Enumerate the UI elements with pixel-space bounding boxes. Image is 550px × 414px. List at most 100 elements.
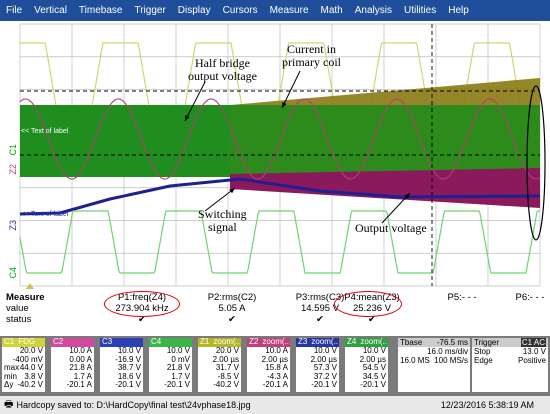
param-name: P6:- - - (515, 292, 545, 303)
status-text: Hardcopy saved to: D:\HardCopy\final tes… (16, 400, 251, 410)
menu-display[interactable]: Display (177, 5, 211, 16)
channel-tag: zoom(.. (360, 338, 388, 347)
channel-panels: Tbase -76.5 ms 16.0 ms/div 16.0 MS 100 M… (0, 336, 550, 396)
channel-value: 57.3 V (313, 363, 337, 373)
menu-trigger[interactable]: Trigger (134, 5, 166, 16)
arrow-switching-head (229, 188, 235, 194)
channel-panel-z1[interactable]: Z1 zoom(.. 20.0 V 2.00 µs 31.7 V -8.5 V -40.2 … (198, 338, 241, 392)
channel-value: -40.2 V (17, 380, 43, 390)
timebase-panel[interactable]: Tbase -76.5 ms 16.0 ms/div 16.0 MS 100 M… (398, 338, 470, 392)
annotation-output-voltage: Output voltage (355, 221, 427, 235)
param-check: ✔ (316, 314, 324, 325)
trace-green-overlay (230, 105, 540, 177)
channel-value: 10.0 A (69, 346, 92, 355)
channel-value: 18.6 V (117, 371, 141, 381)
trigger-title: Trigger (474, 338, 500, 347)
arrow-half-bridge-head (185, 115, 190, 121)
channel-value: 44.0 V (19, 363, 43, 373)
channel-value: 20.0 V (215, 346, 239, 355)
channel-value: 34.5 V (362, 371, 386, 381)
menu-cursors[interactable]: Cursors (222, 5, 258, 16)
menu-utilities[interactable]: Utilities (403, 5, 437, 16)
channel-value: -16.9 V (115, 354, 141, 364)
param-value: 5.05 A (218, 303, 246, 314)
measure-param-5[interactable]: P5:- - - (412, 292, 512, 325)
menu-analysis[interactable]: Analysis (354, 5, 392, 16)
trigger-type: Edge (474, 356, 493, 365)
channel-value: 2.00 µs (212, 354, 239, 364)
menu-measure[interactable]: Measure (269, 5, 309, 16)
annotation-switching: Switching signal (198, 207, 247, 234)
highlight-ellipse (526, 85, 546, 241)
channel-value: 10.0 V (117, 346, 141, 355)
channel-value: 31.7 V (215, 363, 239, 373)
trigger-mode: Stop (474, 347, 491, 356)
channel-panel-c2[interactable]: C2 10.0 A 0.00 A 21.8 A 1.7 A -20.1 A (51, 338, 94, 392)
trigger-panel[interactable]: Trigger C1 AC Stop 13.0 V Edge Positive (472, 338, 548, 392)
channel-value: -4.3 A (267, 371, 288, 381)
channel-value: 0.00 A (69, 354, 92, 364)
menu-file[interactable]: File (6, 5, 23, 16)
arrow-half-bridge (184, 81, 206, 122)
measure-param-2[interactable]: P2:rms(C2) 5.05 A ✔ (182, 292, 282, 325)
channel-value: 15.8 A (265, 363, 288, 373)
arrow-switching (204, 187, 236, 212)
channel-value: 10.0 V (313, 346, 337, 355)
channel-name: Z3 (298, 338, 308, 347)
channel-panel-z4[interactable]: Z4 zoom(.. 10.0 V 2.00 µs 54.5 V 34.5 V -20.1 … (345, 338, 388, 392)
marker-c1: C1 (8, 144, 18, 156)
scope-display[interactable]: Half bridge output voltage Current in pr… (0, 21, 550, 290)
highlight-p1 (104, 291, 180, 317)
measure-param-3[interactable]: P3:rms(C3) 14.595 V ✔ (270, 292, 370, 325)
param-name: P3:rms(C3) (295, 292, 345, 303)
arrow-current (281, 70, 301, 109)
param-check: ✔ (228, 314, 236, 325)
channel-panel-c3[interactable]: C3 10.0 V -16.9 V 38.7 V 18.6 V -20.1 V (100, 338, 143, 392)
arrow-output (381, 192, 411, 224)
trigger-slope: Positive (517, 356, 546, 365)
channel-value: 3.8 V (24, 371, 43, 381)
channel-value: -20.1 V (360, 380, 386, 390)
trigger-level: 13.0 V (522, 347, 546, 356)
row-label: min (4, 371, 17, 381)
channel-name: Z1 (200, 338, 210, 347)
channel-value: -8.5 V (217, 371, 239, 381)
trigger-marker (26, 283, 34, 289)
channel-panel-z2[interactable]: Z2 zoom(.. 10.0 A 2.00 µs 15.8 A -4.3 A -20.1 … (247, 338, 290, 392)
channel-value: 2.00 µs (359, 354, 386, 364)
channel-value: 10.0 V (362, 346, 386, 355)
channel-value: 1.7 V (171, 371, 190, 381)
channel-name: C1 (4, 338, 15, 347)
channel-value: 38.7 V (117, 363, 141, 373)
menu-vertical[interactable]: Vertical (34, 5, 67, 16)
highlight-p4 (334, 291, 402, 317)
param-value (480, 303, 550, 314)
tbase-rate1: 16.0 ms/div (427, 347, 468, 356)
trace-output-voltage (19, 177, 541, 216)
tbase-rate2: 16.0 MS (400, 356, 430, 365)
marker-c4: C4 (8, 267, 18, 279)
marker-z2: Z2 (8, 164, 18, 175)
channel-name: Z4 (347, 338, 357, 347)
trace-magenta-band (230, 168, 540, 208)
menu-math[interactable]: Math (320, 5, 343, 16)
menu-timebase[interactable]: Timebase (78, 5, 123, 16)
tbase-title: Tbase (400, 338, 423, 347)
channel-value: 10.0 A (265, 346, 288, 355)
measure-param-6[interactable]: P6:- - - (480, 292, 550, 325)
printer-icon: 🖶 (4, 398, 14, 410)
status-datetime: 12/23/2016 5:38:19 AM (440, 400, 534, 410)
arrow-current-head (282, 102, 287, 108)
trace-label-2: << Text of label (21, 211, 69, 218)
annotation-current: Current in primary coil (282, 42, 341, 69)
measure-status-label: status (6, 314, 32, 325)
channel-tag: FDG (18, 338, 36, 347)
channel-panel-z3[interactable]: Z3 zoom(.. 10.0 V 2.00 µs 57.3 V 37.2 V -20.1 … (296, 338, 339, 392)
channel-value: 20.0 V (19, 346, 43, 355)
menu-help[interactable]: Help (448, 5, 469, 16)
measure-panel: Measure value status P1:freq(Z4) 273.904 … (0, 290, 550, 336)
tbase-rate3: 100 MS/s (434, 356, 468, 365)
channel-value: 54.5 V (362, 363, 386, 373)
